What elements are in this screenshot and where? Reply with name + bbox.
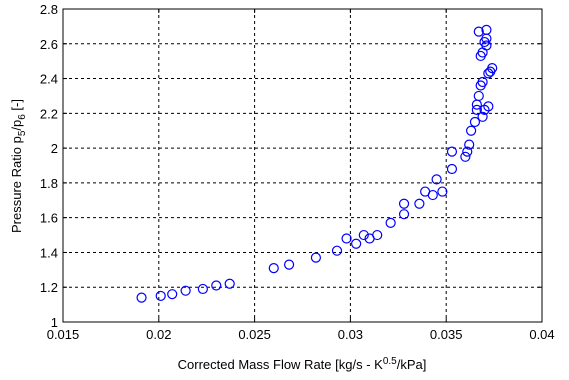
x-axis-label-exponent: 0.5 bbox=[383, 356, 397, 367]
data-point bbox=[398, 198, 410, 209]
data-point bbox=[331, 245, 343, 256]
data-points bbox=[136, 24, 498, 303]
y-tick-label: 2 bbox=[51, 141, 58, 156]
data-point bbox=[414, 198, 425, 209]
data-point bbox=[310, 252, 322, 263]
data-point bbox=[341, 233, 352, 244]
y-axis-label-prefix: Pressure Ratio p bbox=[9, 136, 24, 233]
data-point bbox=[283, 259, 295, 270]
data-point bbox=[446, 146, 458, 157]
y-axis-label-sub2: 6 bbox=[17, 114, 28, 120]
data-point bbox=[398, 209, 410, 220]
data-point bbox=[385, 217, 396, 228]
data-point bbox=[469, 116, 481, 128]
x-axis-label-main: Corrected Mass Flow Rate [kg/s - K bbox=[178, 357, 383, 372]
data-point bbox=[180, 285, 191, 296]
grid-lines bbox=[63, 9, 542, 322]
data-point bbox=[351, 238, 362, 249]
data-point bbox=[481, 33, 492, 44]
x-tick-label: 0.02 bbox=[146, 327, 171, 342]
y-tick-label: 1.6 bbox=[40, 211, 58, 226]
data-point bbox=[136, 292, 147, 303]
axis-ticks: 0.015 0.02 0.025 0.03 0.035 0.04 1 1.2 1.4 1.6 1.8… bbox=[40, 2, 555, 342]
y-tick-label: 1 bbox=[51, 315, 58, 330]
plot-background bbox=[63, 9, 542, 322]
y-tick-label: 2.6 bbox=[40, 37, 58, 52]
data-point bbox=[427, 189, 438, 201]
data-point bbox=[487, 63, 498, 74]
y-tick-label: 1.2 bbox=[40, 280, 58, 295]
y-tick-label: 1.4 bbox=[40, 245, 58, 260]
data-point bbox=[464, 139, 475, 150]
data-point bbox=[431, 174, 442, 185]
data-point bbox=[481, 40, 492, 51]
data-point bbox=[462, 146, 473, 157]
x-tick-label: 0.04 bbox=[529, 327, 554, 342]
data-point bbox=[197, 283, 208, 295]
data-point bbox=[211, 280, 222, 291]
data-point bbox=[477, 111, 488, 122]
y-axis-label: Pressure Ratio p5/p6 [-] bbox=[9, 99, 28, 233]
y-axis-label-sub1: 5 bbox=[17, 130, 28, 136]
x-tick-label: 0.035 bbox=[430, 327, 463, 342]
data-point bbox=[473, 26, 484, 37]
data-point bbox=[437, 186, 448, 197]
data-point bbox=[446, 163, 458, 175]
data-point bbox=[155, 290, 166, 302]
data-point bbox=[471, 104, 482, 115]
y-tick-label: 2.4 bbox=[40, 72, 58, 87]
data-point bbox=[372, 229, 383, 241]
y-tick-label: 2.2 bbox=[40, 106, 58, 121]
data-point bbox=[358, 229, 369, 241]
x-tick-label: 0.03 bbox=[338, 327, 363, 342]
y-tick-label: 1.8 bbox=[40, 176, 58, 191]
data-point bbox=[473, 90, 484, 102]
data-point bbox=[268, 262, 279, 274]
data-point bbox=[460, 151, 471, 162]
data-point bbox=[466, 125, 477, 136]
data-point bbox=[224, 278, 235, 289]
y-tick-label: 2.8 bbox=[40, 2, 58, 17]
x-tick-label: 0.025 bbox=[238, 327, 271, 342]
data-point bbox=[167, 289, 178, 300]
x-axis-label: Corrected Mass Flow Rate [kg/s - K0.5/kP… bbox=[178, 356, 427, 372]
data-point bbox=[483, 101, 494, 112]
x-tick-label: 0.015 bbox=[47, 327, 80, 342]
data-point bbox=[477, 76, 488, 88]
y-axis-label-suffix: [-] bbox=[9, 99, 24, 114]
y-axis-label-mid: /p bbox=[9, 120, 24, 131]
x-axis-label-suffix: /kPa] bbox=[397, 357, 427, 372]
data-point bbox=[483, 68, 494, 79]
plot-frame bbox=[62, 8, 543, 323]
